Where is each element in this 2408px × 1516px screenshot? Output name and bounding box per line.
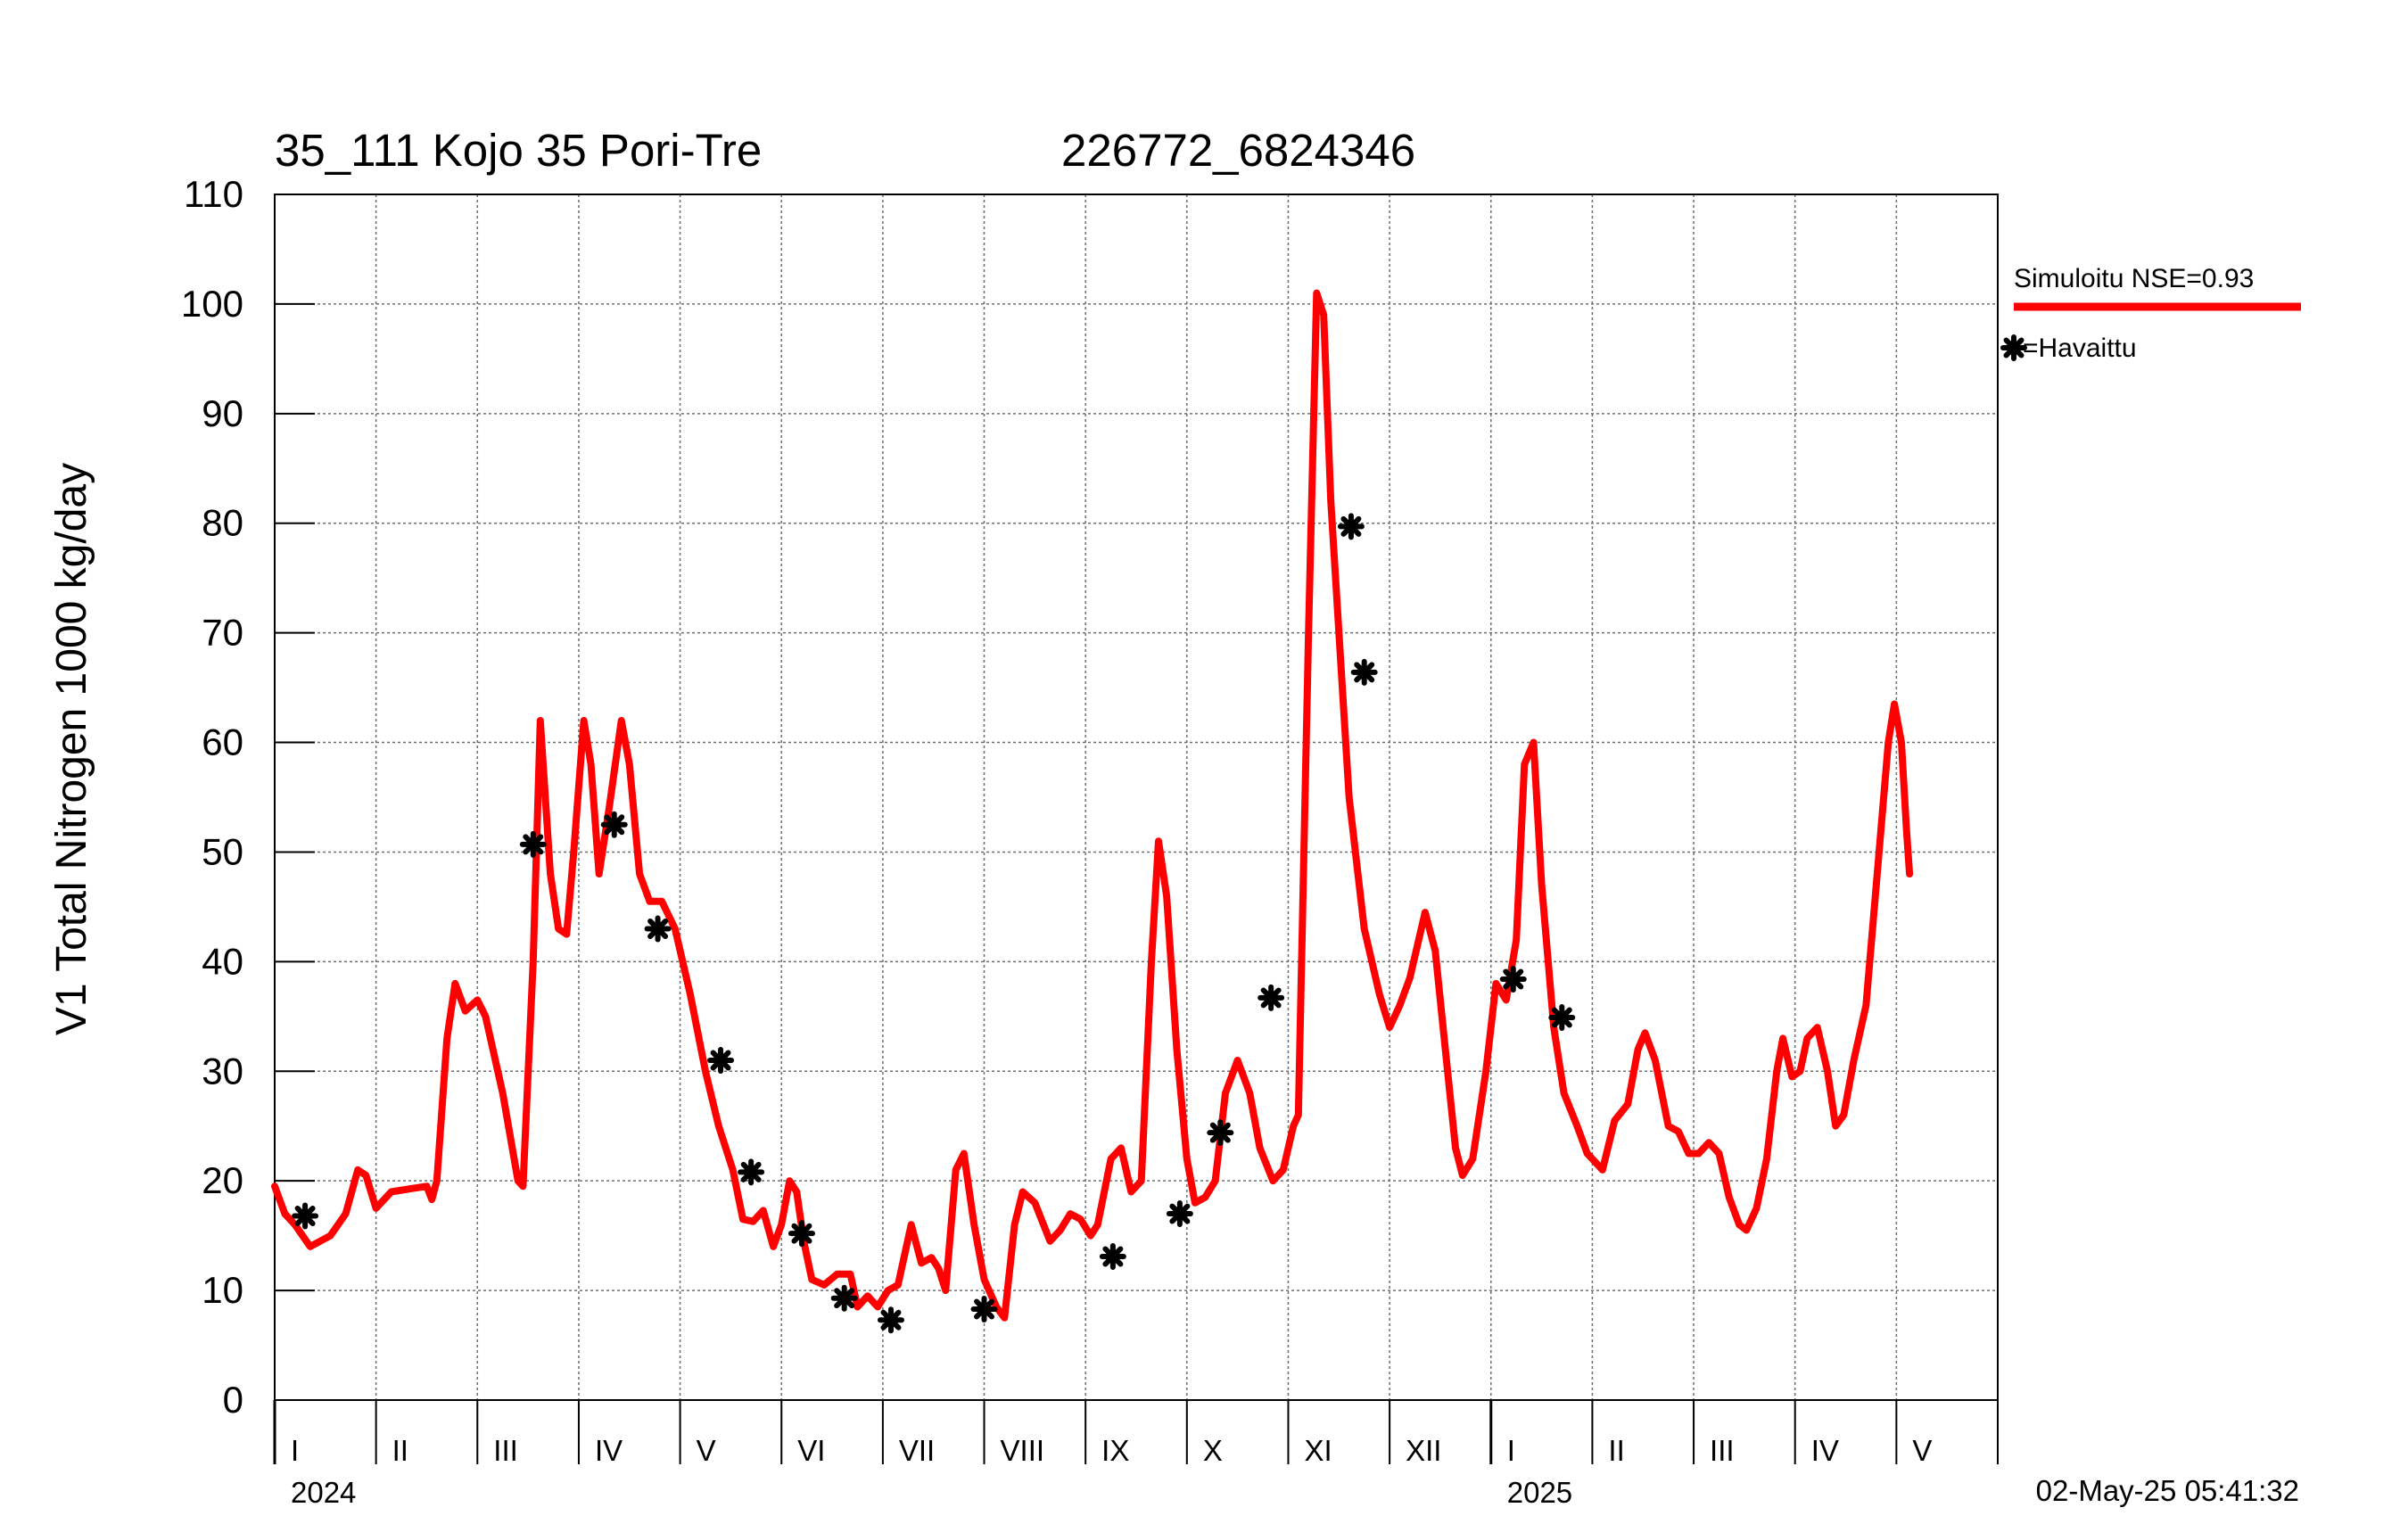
y-tick-label: 0 bbox=[223, 1379, 243, 1421]
observed-point bbox=[830, 1284, 858, 1312]
y-tick-label: 70 bbox=[202, 612, 243, 654]
y-tick-label: 90 bbox=[202, 392, 243, 434]
observed-point bbox=[707, 1046, 735, 1074]
x-month-label: IV bbox=[595, 1434, 623, 1467]
x-month-label: III bbox=[1710, 1434, 1735, 1467]
x-month-label: VIII bbox=[1001, 1434, 1045, 1467]
y-tick-label: 60 bbox=[202, 721, 243, 763]
y-axis-label: V1 Total Nitrogen 1000 kg/day bbox=[48, 463, 95, 1035]
observed-point bbox=[970, 1295, 998, 1322]
y-tick-label: 80 bbox=[202, 502, 243, 544]
observed-point bbox=[1258, 984, 1285, 1011]
x-month-label: X bbox=[1203, 1434, 1223, 1467]
x-month-label: XI bbox=[1304, 1434, 1332, 1467]
x-month-label: XII bbox=[1406, 1434, 1441, 1467]
observed-point bbox=[1499, 966, 1527, 993]
y-tick-label: 110 bbox=[184, 173, 243, 215]
plot-frame bbox=[274, 194, 1999, 1401]
x-month-label: V bbox=[1912, 1434, 1932, 1467]
x-month-label: IX bbox=[1101, 1434, 1129, 1467]
grid-lines bbox=[275, 194, 1998, 1400]
observed-point bbox=[738, 1158, 765, 1186]
y-tick-label: 50 bbox=[202, 830, 243, 872]
x-year-label: 2025 bbox=[1507, 1476, 1572, 1509]
series-layer bbox=[271, 289, 1914, 1334]
x-month-label: VII bbox=[899, 1434, 935, 1467]
legend-observed-label: =Havaittu bbox=[2023, 334, 2137, 363]
observed-point bbox=[788, 1220, 815, 1248]
y-tick-label: 30 bbox=[202, 1050, 243, 1092]
observed-point bbox=[1207, 1119, 1234, 1147]
x-month-label: III bbox=[493, 1434, 518, 1467]
chart-title-right: 226772_6824346 bbox=[1061, 125, 1415, 176]
x-month-label: V bbox=[697, 1434, 716, 1467]
observed-point bbox=[877, 1306, 904, 1334]
observed-point bbox=[292, 1202, 319, 1230]
x-month-label: I bbox=[1507, 1434, 1515, 1467]
observed-point bbox=[1350, 658, 1378, 686]
legend: Simuloitu NSE=0.93 =Havaittu bbox=[2000, 264, 2301, 363]
y-tick-label: 10 bbox=[202, 1269, 243, 1311]
y-axis-ticks: 0 10 20 30 40 50 60 70 80 90 100 110 bbox=[181, 173, 315, 1421]
observed-point bbox=[1337, 513, 1365, 540]
x-month-label: IV bbox=[1811, 1434, 1839, 1467]
x-month-label: II bbox=[392, 1434, 408, 1467]
series-points-observed bbox=[292, 513, 1576, 1334]
legend-observed-marker bbox=[2000, 334, 2027, 361]
observed-point bbox=[519, 830, 547, 858]
observed-point bbox=[600, 811, 628, 838]
observed-point bbox=[644, 915, 672, 943]
x-month-label: VI bbox=[797, 1434, 825, 1467]
observed-point bbox=[1548, 1004, 1576, 1032]
chart-title-left: 35_111 Kojo 35 Pori-Tre bbox=[275, 125, 762, 176]
x-year-label: 2024 bbox=[291, 1476, 356, 1509]
timestamp: 02-May-25 05:41:32 bbox=[2036, 1474, 2299, 1507]
y-tick-label: 100 bbox=[181, 283, 243, 325]
y-tick-label: 20 bbox=[202, 1159, 243, 1201]
x-month-label: I bbox=[291, 1434, 299, 1467]
x-month-label: II bbox=[1608, 1434, 1624, 1467]
observed-point bbox=[1166, 1200, 1193, 1228]
legend-star-icon bbox=[2000, 334, 2027, 361]
series-line-simulated bbox=[271, 289, 1914, 1322]
observed-point bbox=[1099, 1242, 1126, 1270]
y-tick-label: 40 bbox=[202, 940, 243, 982]
legend-simulated-label: Simuloitu NSE=0.93 bbox=[2014, 264, 2254, 293]
